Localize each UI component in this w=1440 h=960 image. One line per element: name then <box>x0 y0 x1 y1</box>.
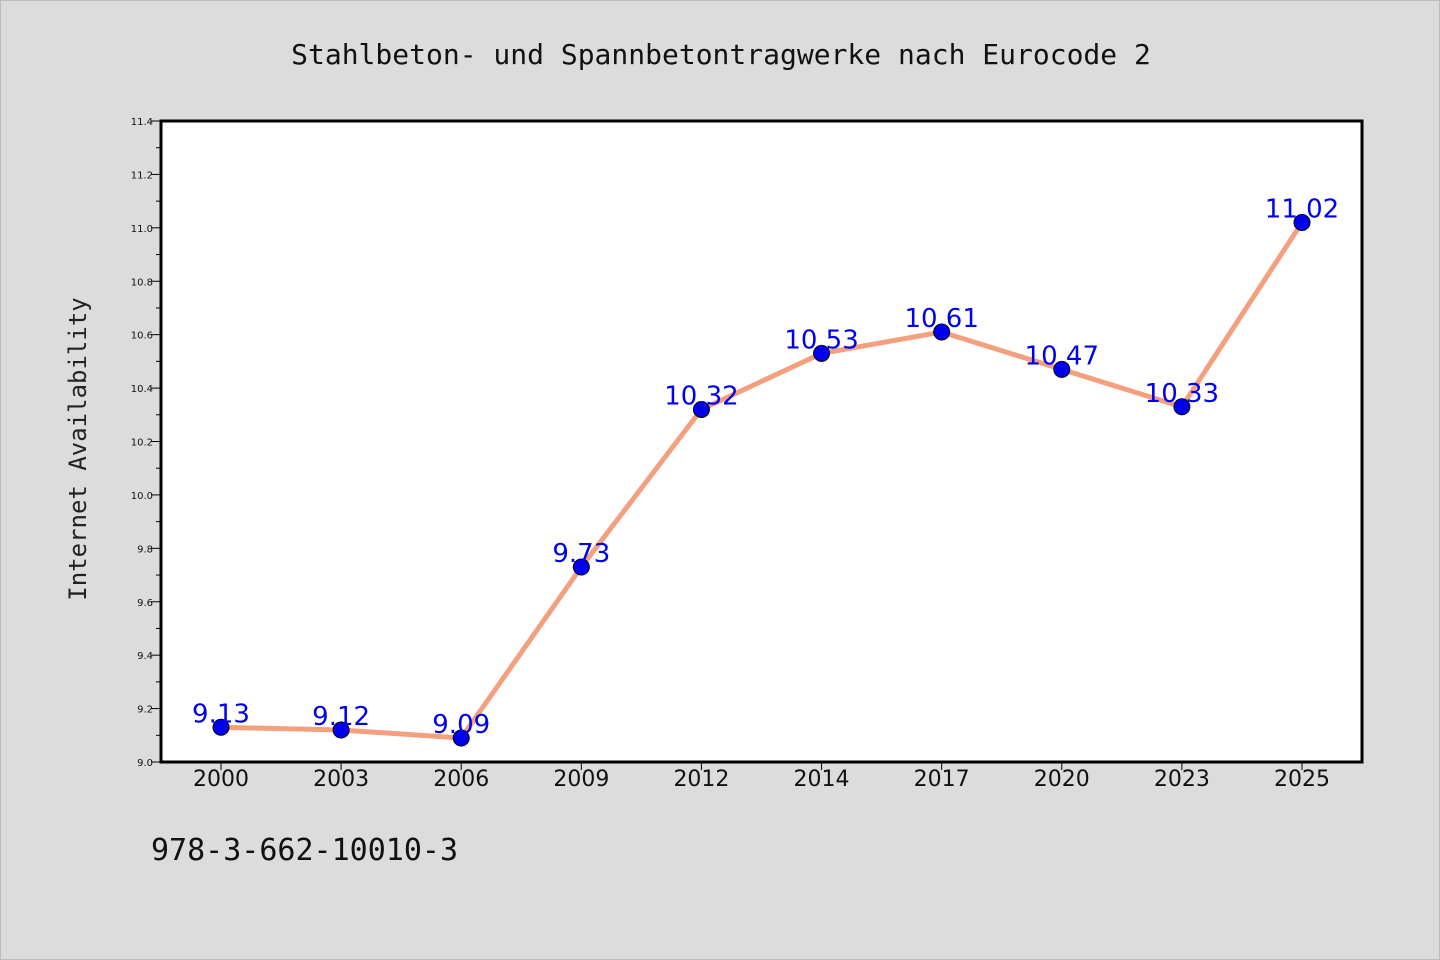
series-line <box>218 220 1305 741</box>
y-axis-ticks: 9.0 9.2 9.4 9.6 9.8 10.0 10.2 10.4 10.6 10.8 11.0 1… <box>131 117 161 769</box>
data-point <box>332 721 350 739</box>
y-tick-label: 10.4 <box>131 384 153 395</box>
x-tick-label: 2020 <box>1034 767 1090 792</box>
data-point <box>452 729 470 747</box>
data-label: 10.61 <box>904 304 978 334</box>
y-tick-label: 10.6 <box>131 331 153 342</box>
data-label: 9.73 <box>552 539 610 569</box>
x-tick-label: 2000 <box>193 767 249 792</box>
data-label: 9.12 <box>312 702 370 732</box>
plot-frame <box>159 119 1364 764</box>
data-point <box>572 558 590 576</box>
x-tick-label: 2023 <box>1154 767 1210 792</box>
x-tick-label: 2014 <box>794 767 850 792</box>
data-labels: 9.13 9.12 9.09 9.73 10.32 10.53 10.61 10.47 10.3… <box>192 194 1339 739</box>
x-tick-label: 2003 <box>313 767 369 792</box>
data-label: 10.33 <box>1145 379 1219 409</box>
plot-area <box>161 121 1362 762</box>
x-tick-label: 2017 <box>914 767 970 792</box>
data-label: 11.02 <box>1265 194 1339 224</box>
y-tick-label: 9.6 <box>137 598 153 609</box>
data-label: 9.09 <box>432 710 490 740</box>
data-point <box>692 400 710 418</box>
isbn-text: 978-3-662-10010-3 <box>151 833 459 868</box>
data-point <box>933 323 951 341</box>
y-tick-label: 9.2 <box>137 705 153 716</box>
y-tick-label: 9.8 <box>137 544 153 555</box>
data-point <box>1293 213 1311 231</box>
y-tick-label: 11.4 <box>131 117 153 128</box>
data-label: 10.47 <box>1025 341 1099 371</box>
y-tick-label: 10.8 <box>131 277 153 288</box>
data-label: 10.53 <box>784 325 858 355</box>
data-point <box>1053 360 1071 378</box>
data-point <box>1173 398 1191 416</box>
y-tick-label: 11.2 <box>131 170 153 181</box>
x-tick-label: 2025 <box>1274 767 1330 792</box>
data-point <box>813 344 831 362</box>
x-tick-label: 2009 <box>553 767 609 792</box>
data-label: 10.32 <box>664 381 738 411</box>
series-layer <box>212 213 1311 747</box>
data-label: 9.13 <box>192 699 250 729</box>
data-point <box>212 718 230 736</box>
y-axis-label: Internet Availability <box>64 297 92 600</box>
x-axis-ticks: 2000 2003 2006 2009 2012 2014 2017 2020 2023 2025 <box>193 762 1330 792</box>
y-tick-label: 9.0 <box>137 758 153 769</box>
y-tick-label: 10.2 <box>131 438 153 449</box>
x-tick-label: 2012 <box>673 767 729 792</box>
x-tick-label: 2006 <box>433 767 489 792</box>
chart-title: Stahlbeton- und Spannbetontragwerke nach… <box>291 38 1151 71</box>
y-tick-label: 11.0 <box>131 224 153 235</box>
y-tick-label: 9.4 <box>137 651 153 662</box>
y-tick-label: 10.0 <box>131 491 153 502</box>
